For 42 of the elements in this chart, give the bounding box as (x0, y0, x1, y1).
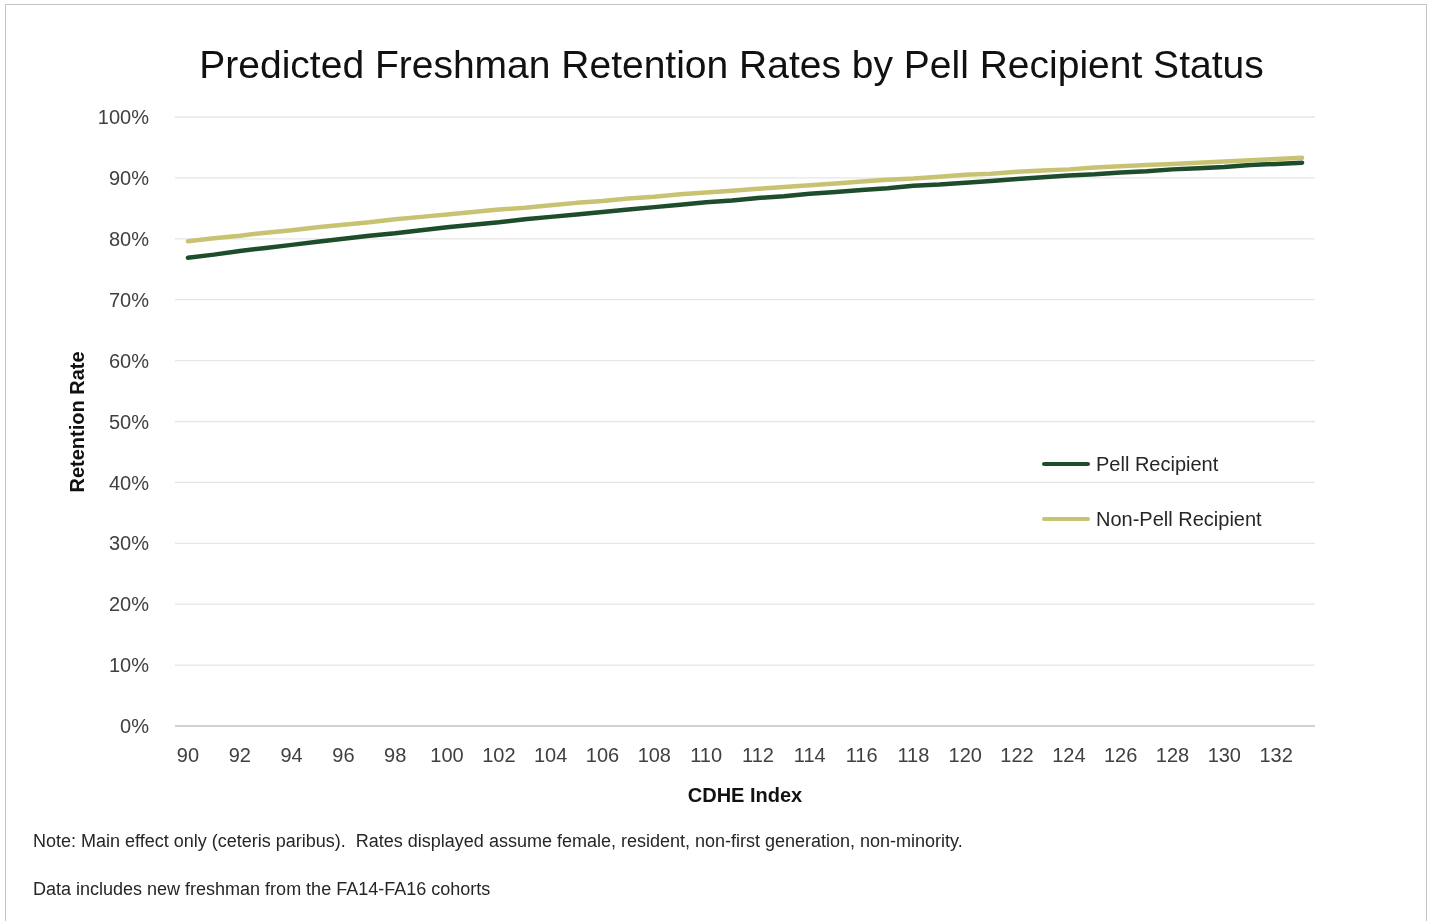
x-tick-label: 128 (1155, 744, 1190, 767)
y-axis-title: Retention Rate (66, 351, 88, 493)
line-series (185, 155, 1305, 244)
x-tick-label: 96 (332, 744, 355, 767)
x-tick-label: 90 (176, 744, 200, 767)
y-tick-label: 70% (108, 288, 150, 311)
x-axis-title: CDHE Index (687, 784, 803, 806)
x-tick-label: 118 (897, 744, 930, 767)
x-tick-label: 124 (1052, 744, 1086, 767)
x-tick-label: 110 (690, 744, 723, 767)
x-tick-label: 108 (637, 744, 672, 767)
legend-label: Non-Pell Recipient (1096, 507, 1262, 530)
legend-label: Pell Recipient (1096, 452, 1219, 475)
y-tick-label: 90% (108, 167, 150, 189)
y-tick-label: 60% (108, 349, 150, 372)
y-tick-label: 50% (108, 410, 150, 433)
x-tick-label: 126 (1103, 744, 1138, 767)
x-tick-label: 104 (533, 744, 568, 767)
y-tick-label: 40% (108, 471, 150, 494)
x-tick-label: 132 (1259, 744, 1293, 767)
y-tick-label: 10% (108, 654, 150, 677)
x-tick-label: 114 (793, 744, 826, 767)
text: Note: Main effect only (ceteris paribus). Rates displayed assume female, resident, non-first generation, non-minority. (33, 831, 963, 851)
y-tick-label: 20% (108, 593, 150, 616)
x-tick-label: 100 (430, 744, 464, 767)
x-tick-label: 98 (384, 744, 407, 767)
y-tick-label: 0% (120, 715, 150, 738)
x-tick-label: 102 (482, 744, 516, 767)
x-tick-label: 94 (280, 744, 303, 767)
x-tick-label: 106 (585, 744, 620, 767)
x-tick-label: 130 (1207, 744, 1242, 767)
x-tick-label: 122 (1000, 744, 1034, 767)
y-tick-label: 30% (108, 532, 150, 555)
y-tick-label: 80% (108, 227, 150, 250)
x-tick-label: 116 (845, 744, 878, 767)
line-series (185, 160, 1305, 260)
x-tick-label: 120 (948, 744, 982, 767)
x-tick-label: 112 (742, 744, 774, 767)
y-tick-label: 100% (97, 106, 150, 129)
x-tick-label: 92 (228, 744, 251, 767)
chart-title: Predicted Freshman Retention Rates by Pell Recipient Status (199, 43, 1264, 86)
text: Data includes new freshman from the FA14-FA16 cohorts (33, 879, 491, 899)
